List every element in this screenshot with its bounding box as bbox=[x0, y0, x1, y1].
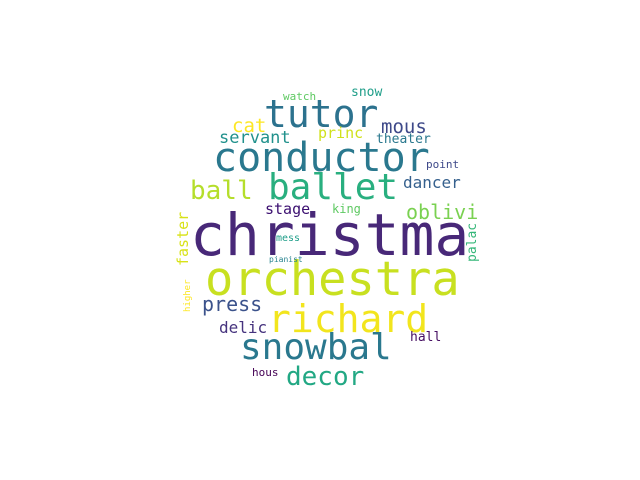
word-king: king bbox=[332, 202, 361, 216]
word-decor: decor bbox=[286, 362, 365, 392]
word-richard: richard bbox=[268, 297, 429, 341]
word-servant: servant bbox=[219, 128, 291, 148]
word-dancer: dancer bbox=[403, 173, 461, 192]
word-mess: mess bbox=[276, 233, 301, 244]
word-snow: snow bbox=[351, 85, 383, 100]
word-hall: hall bbox=[410, 330, 442, 345]
word-ballet: ballet bbox=[268, 167, 399, 208]
word-palac: palac bbox=[465, 222, 480, 262]
word-higher: higher bbox=[183, 279, 193, 312]
word-conductor: conductor bbox=[213, 135, 430, 181]
word-point: point bbox=[426, 158, 460, 171]
word-oblivi: oblivi bbox=[406, 200, 479, 224]
word-faster: faster bbox=[174, 211, 192, 266]
word-cat: cat bbox=[232, 115, 267, 137]
word-delic: delic bbox=[219, 318, 268, 337]
word-stage: stage bbox=[265, 200, 311, 218]
word-ball: ball bbox=[190, 176, 253, 206]
word-press: press bbox=[202, 292, 263, 316]
word-orchestra: orchestra bbox=[205, 252, 460, 307]
word-pianist: pianist bbox=[269, 255, 303, 264]
word-snowbal: snowbal bbox=[240, 327, 392, 368]
word-theater: theater bbox=[376, 132, 431, 147]
word-christma: christma bbox=[190, 201, 470, 269]
word-hous: hous bbox=[252, 366, 279, 379]
word-tutor: tutor bbox=[264, 92, 379, 136]
word-watch: watch bbox=[283, 90, 317, 103]
word-princ: princ bbox=[318, 124, 364, 142]
word-mous: mous bbox=[381, 116, 427, 138]
